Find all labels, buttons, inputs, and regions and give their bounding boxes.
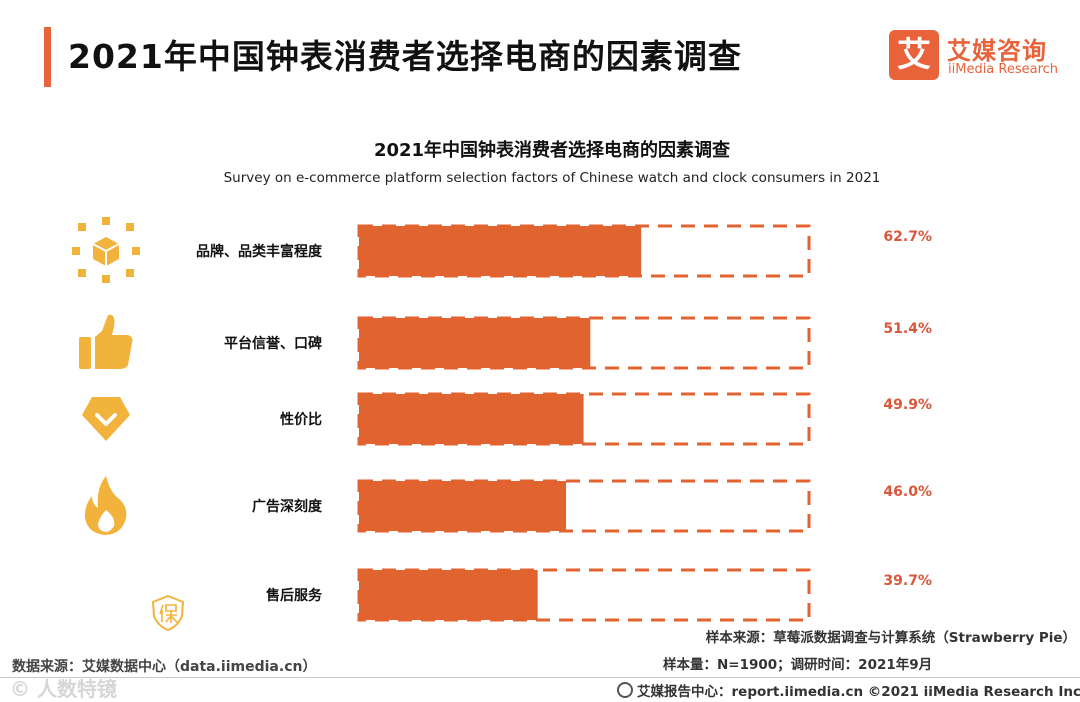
logo-mark: 艾 [889,30,939,80]
bar [359,481,566,531]
chart-title: 2021年中国钟表消费者选择电商的因素调查 [373,140,731,161]
chart-subtitle: Survey on e-commerce platform selection … [223,170,881,186]
value-label: 62.7% [883,229,932,245]
cube-network-icon [72,217,140,283]
logo-name-cn: 艾媒咨询 [947,37,1047,65]
title-accent-bar [44,27,51,87]
guarantee-badge-icon [151,594,185,632]
footer-divider [0,677,1080,678]
bar [359,394,584,444]
iimedia-logo: 艾 艾媒咨询 iiMedia Research [889,30,1069,82]
flame-icon [84,476,127,535]
value-label: 39.7% [883,573,932,589]
value-label: 49.9% [883,397,932,413]
bar [359,226,642,276]
category-label: 性价比 [280,411,322,428]
globe-icon [617,682,633,698]
sample-source: 样本来源：草莓派数据调查与计算系统（Strawberry Pie） [705,630,1076,646]
footer: 艾媒报告中心：report.iimedia.cn ©2021 iiMedia R… [617,680,1080,700]
category-label: 平台信誉、口碑 [224,335,322,352]
value-label: 46.0% [883,484,932,500]
shield-check-icon [82,397,130,441]
data-source: 数据来源：艾媒数据中心（data.iimedia.cn） [12,659,317,675]
sample-info: 样本量：N=1900；调研时间：2021年9月 [663,657,933,673]
bar [359,318,591,368]
footer-text: 艾媒报告中心：report.iimedia.cn ©2021 iiMedia R… [637,684,1080,700]
category-label: 售后服务 [265,587,323,604]
category-label: 品牌、品类丰富程度 [196,243,323,260]
bar [359,570,538,620]
logo-name-en: iiMedia Research [948,62,1059,77]
value-label: 51.4% [883,321,932,337]
thumbs-up-icon [79,314,133,369]
category-label: 广告深刻度 [252,498,323,515]
watermark: © 人数特镜 [10,677,117,701]
page-title: 2021年中国钟表消费者选择电商的因素调查 [68,37,742,76]
